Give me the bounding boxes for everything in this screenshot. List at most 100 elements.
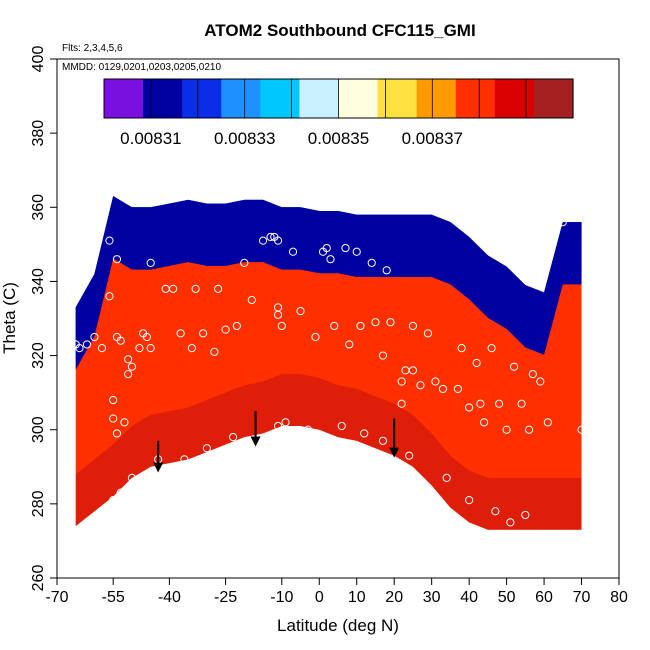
observation-point — [524, 425, 534, 434]
observation-point — [438, 384, 448, 394]
flights-annotation: Flts: 2,3,4,5,6 — [62, 43, 123, 54]
colorbar-cell — [111, 79, 121, 118]
observation-point — [397, 377, 406, 386]
observation-point — [506, 518, 515, 527]
observation-point — [517, 399, 526, 408]
colorbar-cell — [174, 79, 183, 118]
observation-point — [112, 429, 122, 438]
observation-point — [228, 433, 238, 442]
colorbar-cell — [189, 79, 199, 118]
observation-point — [382, 266, 391, 275]
x-tick-label: -40 — [158, 589, 181, 606]
colorbar-cell — [393, 79, 402, 118]
observation-point — [112, 255, 122, 264]
observation-point — [360, 429, 369, 438]
x-tick-label: 10 — [348, 589, 366, 606]
tropopause-arrows — [153, 411, 400, 473]
colorbar-cell — [487, 79, 496, 118]
observation-point — [135, 344, 144, 353]
observation-point — [378, 436, 388, 445]
observation-point — [480, 418, 489, 427]
x-tick-label: -55 — [102, 589, 125, 606]
observation-point — [326, 255, 335, 264]
observation-point — [536, 377, 545, 386]
colorbar-cell — [166, 79, 175, 118]
colorbar-cell — [338, 79, 347, 118]
observation-point — [495, 399, 504, 408]
observation-point — [521, 510, 530, 520]
observation-point — [408, 321, 418, 331]
colorbar-cell — [401, 79, 410, 118]
observation-point — [273, 236, 283, 245]
observation-point — [109, 414, 118, 423]
observation-point — [109, 496, 118, 505]
dates-annotation: MMDD: 0129,0201,0203,0205,0210 — [62, 62, 221, 73]
observation-point — [465, 403, 474, 412]
observation-point — [247, 295, 256, 305]
colorbar-cell — [377, 79, 386, 118]
x-tick-label: 50 — [498, 589, 516, 606]
observation-point — [127, 473, 137, 483]
observation-point — [322, 243, 331, 253]
observation-point — [120, 418, 129, 427]
observation-point — [273, 310, 283, 319]
observation-point — [60, 518, 69, 527]
y-tick-label: 340 — [30, 268, 47, 295]
colorbar-cell — [229, 79, 238, 118]
colorbar-tick-label: 0.00833 — [214, 129, 275, 148]
colorbar-cell — [104, 79, 113, 118]
observation-point — [60, 433, 69, 442]
observation-point — [281, 418, 290, 427]
observation-point — [386, 318, 395, 327]
observation-points — [57, 218, 586, 527]
observation-point — [124, 355, 133, 364]
observation-point — [352, 247, 361, 256]
chart-title: ATOM2 Southbound CFC115_GMI — [204, 21, 475, 40]
colorbar-cell — [260, 79, 269, 118]
y-tick-label: 320 — [30, 342, 47, 369]
arrow-head — [250, 436, 261, 447]
colorbar-cell — [322, 79, 332, 118]
observation-point — [169, 284, 178, 293]
observation-point — [221, 325, 230, 334]
observation-point — [146, 258, 155, 267]
observation-point — [423, 329, 433, 338]
colorbar-cell — [182, 79, 191, 118]
x-tick-label: 60 — [535, 589, 553, 606]
observation-point — [64, 299, 73, 308]
observation-point — [509, 362, 519, 371]
observation-point — [577, 425, 586, 434]
observation-point — [146, 344, 155, 353]
x-axis: -70 -55 -40 -25 -10 0 10 20 30 40 50 60 70 80 — [45, 578, 628, 606]
observation-point — [367, 258, 376, 267]
colorbar-cell — [447, 79, 457, 118]
colorbar-cell — [432, 79, 441, 118]
colorbar-cell — [213, 79, 222, 118]
colorbar-cell — [150, 79, 160, 118]
y-tick-label: 400 — [30, 46, 47, 73]
y-axis-label: Theta (C) — [0, 282, 19, 354]
colorbar-cell — [205, 79, 215, 118]
field-bottom-rim — [75, 374, 582, 530]
colorbar-cell — [299, 79, 308, 118]
field-band — [75, 196, 582, 370]
y-tick-label: 360 — [30, 194, 47, 221]
colorbar-cell — [291, 79, 301, 118]
observation-point — [266, 232, 275, 242]
observation-point — [337, 421, 346, 431]
observation-point — [60, 444, 69, 453]
observation-point — [142, 332, 152, 342]
colorbar-cell — [127, 79, 136, 118]
observation-point — [124, 370, 133, 379]
observation-point — [258, 236, 268, 245]
plot-frame — [56, 58, 620, 579]
observation-point — [457, 344, 466, 353]
colorbar-cell — [440, 79, 449, 118]
observation-point — [345, 340, 354, 349]
arrow-head — [153, 462, 164, 473]
observation-point — [491, 507, 500, 516]
colorbar-cell — [268, 79, 277, 118]
colorbar-cell — [549, 79, 558, 118]
colorbar-cell — [221, 79, 230, 118]
observation-point — [405, 451, 414, 460]
